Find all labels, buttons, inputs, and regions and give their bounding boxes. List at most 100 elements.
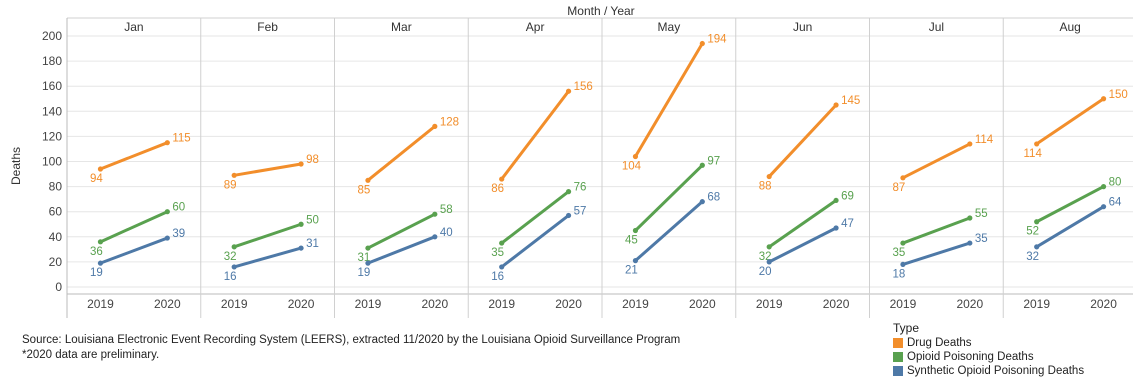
drug-series-line xyxy=(98,141,169,171)
drug-series-line xyxy=(500,89,571,181)
y-tick-label: 120 xyxy=(42,129,62,143)
synthetic-series-line xyxy=(366,235,437,265)
synthetic-series-line xyxy=(767,226,838,264)
legend-swatch-opioid xyxy=(893,352,903,362)
drug-data-label-2020: 128 xyxy=(440,116,459,128)
drug-point-2019 xyxy=(900,175,906,181)
y-tick-label: 60 xyxy=(49,205,63,219)
drug-data-label-2019: 104 xyxy=(622,160,642,172)
drug-data-label-2019: 85 xyxy=(358,184,371,196)
legend-item-opioid-deaths: Opioid Poisoning Deaths xyxy=(893,350,1084,364)
opioid-data-label-2020: 69 xyxy=(841,190,854,202)
legend-label: Synthetic Opioid Poisoning Deaths xyxy=(907,365,1085,377)
panel-month-label: Feb xyxy=(257,20,278,34)
y-tick-label: 100 xyxy=(42,155,62,169)
drug-point-2020 xyxy=(967,141,973,147)
synthetic-data-label-2020: 31 xyxy=(306,238,319,250)
drug-data-label-2019: 94 xyxy=(90,173,103,185)
synthetic-data-label-2020: 57 xyxy=(574,205,587,217)
opioid-series-line xyxy=(366,212,437,250)
x-tick-label: 2019 xyxy=(355,297,382,311)
opioid-data-label-2020: 76 xyxy=(574,182,587,194)
x-tick-label: 2019 xyxy=(622,297,649,311)
drug-series-line xyxy=(1035,97,1106,146)
drug-point-2019 xyxy=(766,173,772,180)
synthetic-data-label-2019: 32 xyxy=(1026,251,1039,263)
y-tick-label: 140 xyxy=(42,104,62,118)
x-tick-label: 2020 xyxy=(154,297,181,311)
opioid-point-2020 xyxy=(164,209,170,215)
synthetic-point-2019 xyxy=(766,259,772,265)
opioid-point-2019 xyxy=(1034,219,1040,225)
legend-label: Opioid Poisoning Deaths xyxy=(907,351,1034,363)
synthetic-data-label-2019: 16 xyxy=(224,271,237,283)
panel-month-label: Jan xyxy=(124,20,143,34)
synthetic-series-line xyxy=(232,246,303,269)
synthetic-data-label-2020: 68 xyxy=(707,192,720,204)
drug-point-2019 xyxy=(1034,141,1040,147)
drug-data-label-2020: 115 xyxy=(172,133,190,145)
synthetic-point-2019 xyxy=(231,264,237,270)
opioid-data-label-2019: 35 xyxy=(893,247,906,259)
preliminary-note: *2020 data are preliminary. xyxy=(22,349,160,361)
synthetic-point-2019 xyxy=(365,260,371,266)
drug-point-2020 xyxy=(699,40,705,47)
synthetic-point-2020 xyxy=(699,199,705,205)
drug-series-line xyxy=(232,162,303,177)
opioid-point-2019 xyxy=(231,244,237,250)
drug-data-label-2020: 150 xyxy=(1109,89,1128,101)
synthetic-point-2019 xyxy=(632,258,639,264)
synthetic-data-label-2020: 40 xyxy=(440,227,453,239)
drug-series-line xyxy=(633,42,704,158)
opioid-data-label-2019: 32 xyxy=(224,251,237,263)
opioid-data-label-2019: 36 xyxy=(90,246,103,258)
opioid-point-2020 xyxy=(699,162,705,168)
synthetic-data-label-2020: 47 xyxy=(841,218,854,230)
synthetic-data-label-2019: 19 xyxy=(358,267,371,279)
drug-point-2019 xyxy=(499,176,505,182)
synthetic-point-2020 xyxy=(833,225,839,231)
y-tick-label: 180 xyxy=(42,54,62,68)
x-tick-label: 2020 xyxy=(956,297,983,311)
column-header: Month / Year xyxy=(567,4,634,18)
synthetic-data-label-2020: 64 xyxy=(1109,197,1122,209)
y-tick-label: 80 xyxy=(49,180,63,194)
drug-point-2020 xyxy=(164,140,170,146)
opioid-series-line xyxy=(633,163,704,233)
y-tick-label: 40 xyxy=(49,230,63,244)
drug-data-label-2019: 114 xyxy=(1024,148,1043,160)
synthetic-series-line xyxy=(98,236,169,265)
drug-series-line xyxy=(767,103,838,179)
synthetic-data-label-2019: 18 xyxy=(893,268,906,280)
opioid-point-2019 xyxy=(900,240,906,246)
synthetic-point-2019 xyxy=(499,264,505,270)
synthetic-series-line xyxy=(901,241,972,266)
opioid-series-line xyxy=(232,222,303,249)
drug-point-2020 xyxy=(833,102,839,108)
opioid-data-label-2020: 60 xyxy=(172,202,185,214)
drug-point-2019 xyxy=(231,172,237,178)
synthetic-point-2020 xyxy=(432,234,438,240)
opioid-point-2020 xyxy=(432,211,438,217)
synthetic-series-line xyxy=(1035,205,1106,249)
drug-data-label-2019: 86 xyxy=(491,183,504,195)
y-tick-label: 160 xyxy=(42,79,62,93)
drug-point-2019 xyxy=(365,177,371,183)
synthetic-series-line xyxy=(500,213,571,269)
opioid-series-line xyxy=(500,190,571,245)
synthetic-series-line xyxy=(633,200,704,263)
synthetic-point-2020 xyxy=(298,245,304,251)
opioid-data-label-2019: 35 xyxy=(491,247,504,259)
x-tick-label: 2019 xyxy=(890,297,917,311)
x-tick-label: 2020 xyxy=(689,297,716,311)
x-tick-label: 2020 xyxy=(1090,297,1117,311)
opioid-series-line xyxy=(1035,185,1106,224)
opioid-series-line xyxy=(901,216,972,245)
opioid-data-label-2020: 55 xyxy=(975,208,988,220)
synthetic-data-label-2019: 21 xyxy=(625,265,638,277)
panel-month-label: Jun xyxy=(793,20,812,34)
opioid-point-2019 xyxy=(97,239,104,245)
opioid-point-2019 xyxy=(365,245,371,251)
drug-point-2020 xyxy=(432,123,438,129)
opioid-data-label-2020: 97 xyxy=(707,155,720,167)
